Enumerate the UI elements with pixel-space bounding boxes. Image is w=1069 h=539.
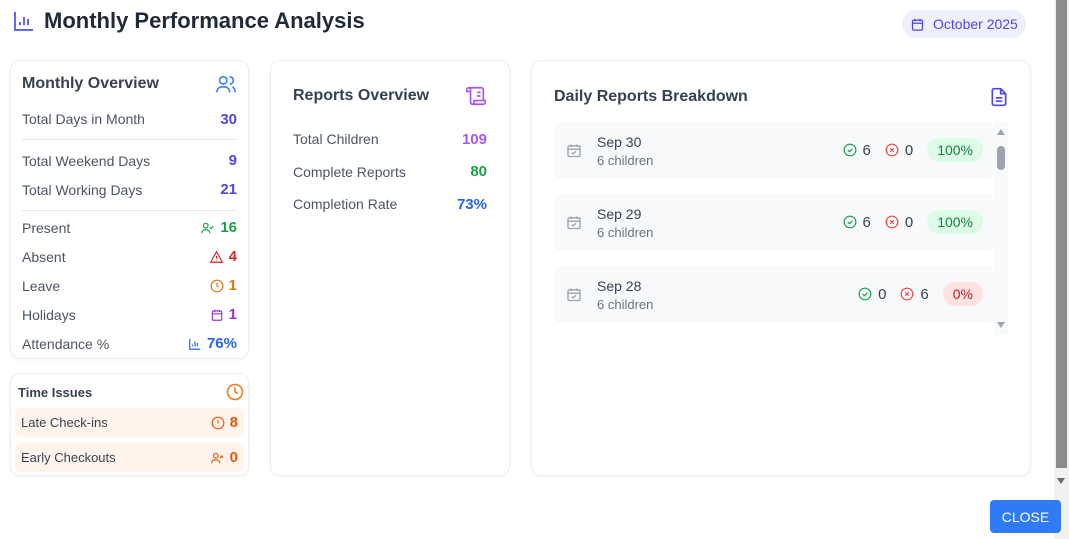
close-button[interactable]: CLOSE bbox=[990, 500, 1061, 533]
document-icon bbox=[991, 87, 1007, 107]
stat-row: Completion Rate 73% bbox=[293, 188, 487, 221]
completion-badge: 0% bbox=[942, 282, 983, 306]
clock-icon bbox=[226, 383, 244, 401]
stat-label: Leave bbox=[22, 277, 61, 294]
report-date: Sep 30 bbox=[597, 134, 642, 150]
scroll-down-arrow[interactable] bbox=[997, 322, 1005, 328]
complete-count: 0 bbox=[878, 285, 887, 303]
stat-label: Total Weekend Days bbox=[22, 152, 151, 169]
stat-label: Absent bbox=[22, 248, 66, 265]
window-scroll-down[interactable] bbox=[1057, 478, 1065, 484]
incomplete-count: 6 bbox=[920, 285, 929, 303]
incomplete-count: 0 bbox=[904, 141, 914, 159]
stat-value: 30 bbox=[220, 110, 237, 128]
daily-report-row[interactable]: Sep 30 6 children 6 0 100% bbox=[554, 122, 994, 179]
monthly-overview-card: Monthly Overview Total Days in Month 30 T… bbox=[10, 60, 249, 359]
calendar-check-icon bbox=[567, 288, 581, 302]
bar-chart-icon bbox=[14, 12, 33, 31]
month-badge[interactable]: October 2025 bbox=[902, 10, 1026, 38]
stat-label: Total Days in Month bbox=[22, 111, 145, 127]
stat-row: Present 16 bbox=[22, 213, 237, 242]
completion-badge: 100% bbox=[927, 210, 983, 234]
calendar-check-icon bbox=[567, 216, 581, 230]
window-scroll-thumb[interactable] bbox=[1056, 0, 1067, 468]
stat-row: Total Weekend Days 9 bbox=[22, 146, 237, 175]
calendar-icon bbox=[211, 309, 222, 321]
alert-circle-icon bbox=[211, 416, 225, 429]
clock-icon bbox=[210, 279, 224, 292]
daily-report-row[interactable]: Sep 29 6 children 6 0 100% bbox=[554, 194, 994, 251]
stat-value: 1 bbox=[228, 277, 237, 294]
page-title: Monthly Performance Analysis bbox=[12, 8, 365, 34]
stat-row: Total Working Days 21 bbox=[22, 175, 237, 204]
x-circle-icon bbox=[885, 215, 899, 229]
reports-overview-card: Reports Overview Total Children 109 Comple… bbox=[270, 60, 510, 476]
report-date: Sep 28 bbox=[597, 278, 642, 294]
daily-report-row[interactable]: Sep 28 6 children 0 6 0% bbox=[554, 266, 994, 323]
stat-label: Present bbox=[22, 219, 71, 236]
stat-label: Total Working Days bbox=[22, 181, 143, 198]
stat-row: Holidays 1 bbox=[22, 300, 237, 329]
users-icon bbox=[216, 75, 236, 93]
scroll-up-arrow[interactable] bbox=[997, 129, 1005, 135]
stat-value: 21 bbox=[220, 181, 237, 198]
scroll-icon bbox=[466, 86, 486, 106]
user-x-icon bbox=[210, 452, 223, 463]
user-check-icon bbox=[201, 222, 215, 233]
list-scrollbar[interactable] bbox=[994, 122, 1008, 335]
late-checkins-row: Late Check-ins 8 bbox=[15, 408, 244, 437]
complete-count: 6 bbox=[862, 213, 871, 231]
time-issues-card: Time Issues Late Check-ins 8 Early Checko… bbox=[10, 373, 249, 476]
warning-icon bbox=[209, 250, 223, 263]
report-children: 6 children bbox=[597, 153, 654, 168]
stat-row: Total Days in Month 30 bbox=[22, 107, 237, 131]
stat-label: Total Children bbox=[293, 131, 379, 148]
report-date: Sep 29 bbox=[597, 206, 642, 222]
stat-row: Attendance % 76% bbox=[22, 329, 237, 358]
stat-value: 9 bbox=[228, 152, 237, 169]
calendar-icon bbox=[911, 18, 924, 31]
stat-value: 109 bbox=[461, 130, 487, 148]
complete-count: 6 bbox=[862, 141, 871, 159]
stat-label: Completion Rate bbox=[293, 196, 398, 213]
stat-label: Attendance % bbox=[22, 335, 110, 352]
stat-value: 80 bbox=[470, 163, 487, 181]
stat-value: 16 bbox=[220, 219, 237, 236]
stat-row: Total Children 109 bbox=[293, 123, 487, 156]
completion-badge: 100% bbox=[927, 138, 983, 162]
stat-label: Complete Reports bbox=[293, 163, 406, 180]
stat-value: 4 bbox=[228, 248, 237, 265]
calendar-check-icon bbox=[567, 144, 581, 158]
scroll-thumb[interactable] bbox=[997, 146, 1005, 170]
stat-value: 76% bbox=[206, 335, 237, 352]
bar-chart-icon bbox=[189, 338, 201, 350]
x-circle-icon bbox=[901, 287, 914, 301]
check-circle-icon bbox=[843, 215, 856, 229]
x-circle-icon bbox=[885, 143, 899, 157]
stat-row: Complete Reports 80 bbox=[293, 156, 487, 189]
report-children: 6 children bbox=[597, 297, 654, 312]
stat-row: Leave 1 bbox=[22, 271, 237, 300]
stat-label: Holidays bbox=[22, 306, 76, 323]
check-circle-icon bbox=[858, 287, 872, 301]
report-children: 6 children bbox=[597, 225, 654, 240]
early-checkouts-row: Early Checkouts 0 bbox=[15, 443, 244, 472]
stat-row: Absent 4 bbox=[22, 242, 237, 271]
incomplete-count: 0 bbox=[904, 213, 914, 231]
window-scrollbar[interactable] bbox=[1054, 0, 1069, 539]
check-circle-icon bbox=[843, 143, 856, 157]
stat-value: 73% bbox=[456, 195, 487, 213]
stat-value: 1 bbox=[228, 306, 237, 323]
